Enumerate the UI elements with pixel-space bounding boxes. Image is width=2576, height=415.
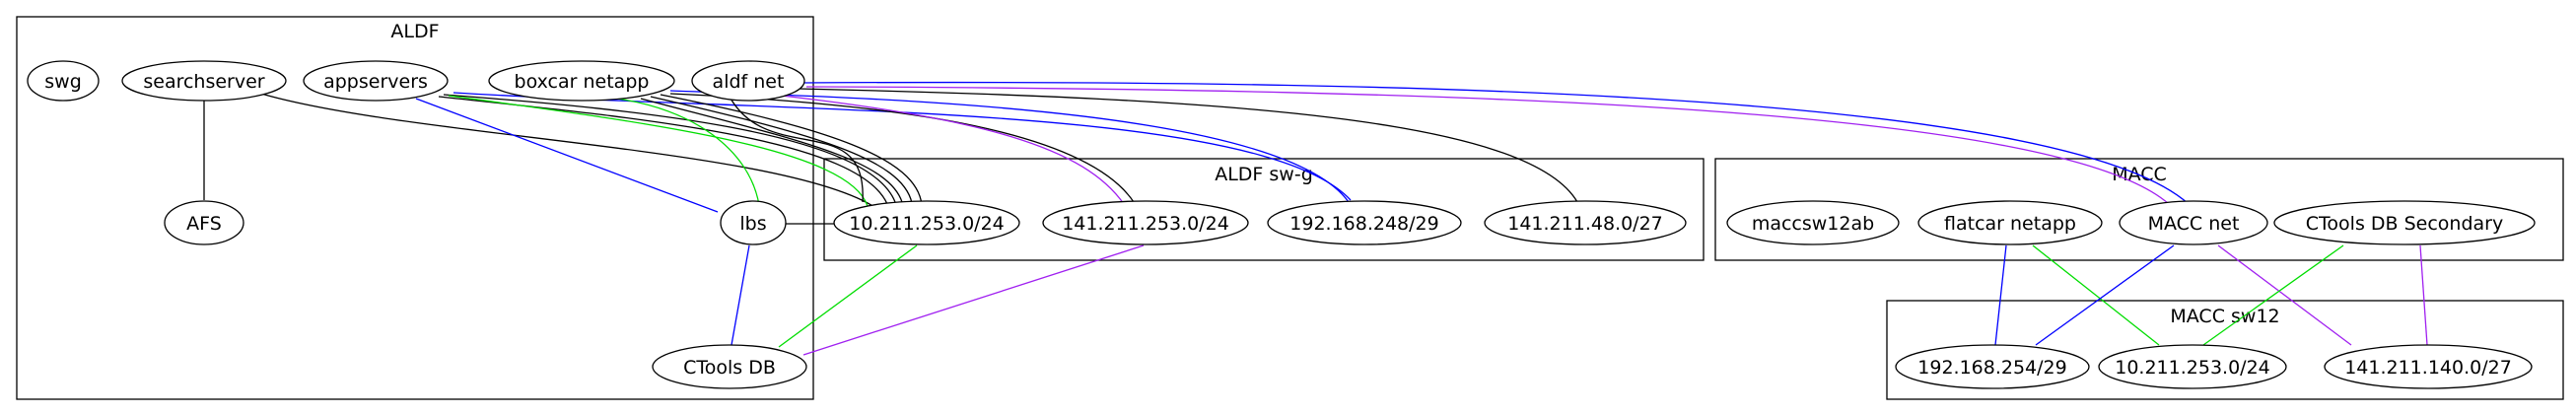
- edge-boxcar-aldf-10-211-a: [640, 98, 903, 203]
- node-lbs-label: lbs: [739, 213, 766, 235]
- edge-aldfnet-aldf-141-211-253: [763, 93, 1125, 205]
- edge-aldfnet-maccnet-blue: [802, 81, 2190, 205]
- edge-ctoolsdbsec-macc-141-211-140: [2419, 244, 2428, 346]
- edge-flatcar-macc-192-168: [1994, 244, 2007, 346]
- node-searchserver[interactable]: searchserver: [121, 60, 287, 102]
- edge-ctoolsdbsec-macc-10-211: [2202, 244, 2344, 346]
- cluster-aldf: ALDF: [16, 16, 814, 400]
- node-aldf-141-211-253[interactable]: 141.211.253.0/24: [1042, 200, 1249, 245]
- edge-searchserver-aldf-10-211: [260, 93, 878, 210]
- cluster-macc-sw12: MACC sw12: [1886, 300, 2564, 400]
- edge-boxcar-aldf-141-211-253: [669, 93, 1135, 203]
- node-maccsw12ab[interactable]: maccsw12ab: [1726, 200, 1900, 245]
- edge-aldfnet-lbs: [729, 96, 864, 203]
- node-appservers[interactable]: appservers: [303, 60, 449, 102]
- edges: [203, 81, 2428, 356]
- node-flatcar-netapp[interactable]: flatcar netapp: [1917, 200, 2103, 245]
- node-macc-141-211-140-label: 141.211.140.0/27: [2344, 357, 2512, 379]
- node-macc-192-168-254-label: 192.168.254/29: [1917, 357, 2066, 379]
- node-boxcar-netapp[interactable]: boxcar netapp: [488, 60, 675, 102]
- node-ctools-db-secondary-label: CTools DB Secondary: [2306, 213, 2503, 235]
- node-macc-net[interactable]: MACC net: [2119, 200, 2268, 245]
- node-aldf-net-label: aldf net: [713, 71, 785, 93]
- node-lbs[interactable]: lbs: [720, 200, 787, 245]
- node-ctools-db-label: CTools DB: [683, 357, 776, 379]
- node-macc-10-211-label: 10.211.253.0/24: [2115, 357, 2270, 379]
- cluster-aldf-label: ALDF: [390, 21, 439, 42]
- node-flatcar-netapp-label: flatcar netapp: [1944, 213, 2076, 235]
- node-boxcar-netapp-label: boxcar netapp: [515, 71, 650, 93]
- node-afs-label: AFS: [186, 213, 222, 235]
- node-aldf-141-211-48[interactable]: 141.211.48.0/27: [1484, 200, 1687, 245]
- edge-ctoolsdb-aldf-141-211-253: [802, 244, 1145, 356]
- edge-boxcar-aldf-192-168: [669, 90, 1350, 203]
- node-searchserver-label: searchserver: [143, 71, 264, 93]
- nodes: swg searchserver appservers boxcar netap…: [27, 60, 2536, 389]
- edge-boxcar-aldf-10-211-c: [660, 94, 923, 206]
- edge-boxcar-lbs-green: [615, 98, 760, 206]
- node-aldf-10-211-label: 10.211.253.0/24: [849, 213, 1005, 235]
- edge-maccnet-macc-141-211-140: [2217, 244, 2352, 346]
- node-swg-label: swg: [44, 71, 82, 93]
- cluster-macc-sw12-label: MACC sw12: [2170, 306, 2279, 327]
- node-aldf-10-211[interactable]: 10.211.253.0/24: [833, 200, 1020, 245]
- cluster-aldf-swg-label: ALDF sw-g: [1215, 164, 1313, 185]
- edge-ctoolsdb-aldf-10-211: [778, 244, 918, 348]
- node-aldf-141-211-253-label: 141.211.253.0/24: [1062, 213, 1229, 235]
- node-appservers-label: appservers: [323, 71, 428, 93]
- node-aldf-192-168-248-label: 192.168.248/29: [1289, 213, 1438, 235]
- node-swg[interactable]: swg: [27, 60, 100, 102]
- node-ctools-db-secondary[interactable]: CTools DB Secondary: [2273, 200, 2536, 245]
- node-maccsw12ab-label: maccsw12ab: [1752, 213, 1874, 235]
- edge-flatcar-macc-10-211: [2032, 244, 2160, 346]
- node-ctools-db[interactable]: CTools DB: [652, 344, 807, 389]
- node-aldf-net[interactable]: aldf net: [691, 60, 805, 102]
- edge-appservers-aldf-10-211-b: [443, 94, 896, 203]
- node-macc-192-168-254[interactable]: 192.168.254/29: [1895, 344, 2090, 389]
- edge-appservers-lbs: [415, 98, 719, 213]
- cluster-aldf-swg: ALDF sw-g: [823, 158, 1705, 261]
- node-macc-10-211[interactable]: 10.211.253.0/24: [2098, 344, 2287, 389]
- node-aldf-141-211-48-label: 141.211.48.0/27: [1507, 213, 1663, 235]
- edge-lbs-ctoolsdb: [731, 244, 750, 346]
- edge-aldfnet-aldf-141-211-48: [798, 88, 1578, 203]
- node-macc-net-label: MACC net: [2148, 213, 2240, 235]
- edge-maccnet-macc-192-168: [2035, 244, 2175, 346]
- node-afs[interactable]: AFS: [164, 200, 244, 245]
- node-macc-141-211-140[interactable]: 141.211.140.0/27: [2324, 344, 2533, 389]
- edge-boxcar-aldf-10-211-b: [650, 96, 913, 204]
- edge-aldfnet-maccnet-purple: [805, 86, 2170, 205]
- node-aldf-192-168-248[interactable]: 192.168.248/29: [1267, 200, 1462, 245]
- edge-appservers-aldf-10-211-green: [448, 95, 869, 207]
